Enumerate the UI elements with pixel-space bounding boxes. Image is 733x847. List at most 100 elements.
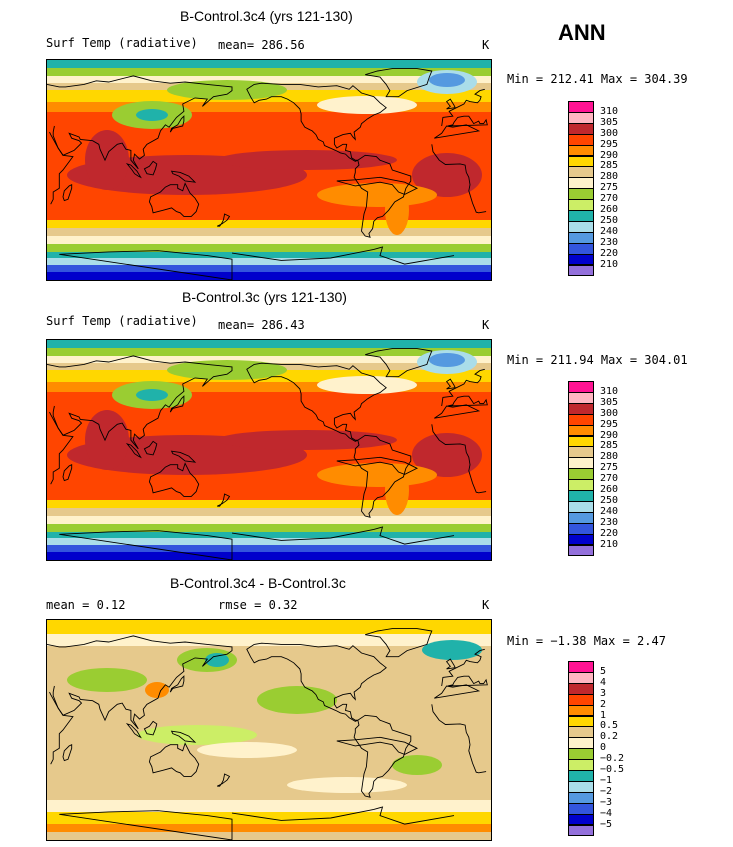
- coastline: [365, 68, 433, 98]
- coastline: [59, 246, 455, 280]
- warm-pool-core: [217, 430, 397, 450]
- panel-2-units: K: [482, 318, 490, 332]
- temperature-band: [47, 524, 491, 532]
- colorbar-tick-label: 275: [600, 182, 619, 194]
- colorbar-tick-label: 290: [600, 429, 619, 441]
- colorbar-tick-label: −1: [600, 774, 613, 786]
- temperature-band: [47, 258, 491, 265]
- coastline: [125, 723, 142, 739]
- colorbar-tick-label: 2: [600, 698, 607, 710]
- coastline: [246, 362, 387, 442]
- panel-3-map: [46, 619, 492, 841]
- coastline: [170, 730, 197, 743]
- colorbar-tick-label: 210: [600, 258, 619, 270]
- negative-patch: [205, 653, 229, 667]
- temperature-band: [47, 102, 491, 112]
- temperature-band: [47, 382, 491, 392]
- difference-band: [47, 800, 491, 812]
- panel-2-minmax: Min = 211.94 Max = 304.01: [507, 353, 688, 367]
- warm-pool-core: [412, 433, 482, 477]
- season-label: ANN: [558, 20, 606, 45]
- negative-patch: [257, 686, 337, 714]
- colorbar-tick-label: 240: [600, 225, 619, 237]
- colorbar-tick-label: 305: [600, 396, 619, 408]
- panel-3-units: K: [482, 598, 490, 612]
- colorbar-tick-label: 0.2: [600, 731, 619, 743]
- colorbar-tick-label: 230: [600, 516, 619, 528]
- coastline: [170, 450, 197, 463]
- ice-sheet: [429, 73, 465, 87]
- colorbar-tick-label: 290: [600, 149, 619, 161]
- colorbar-tick-label: 310: [600, 385, 619, 397]
- colorbar-tick-label: 300: [600, 407, 619, 419]
- panel-1-title: B-Control.3c4 (yrs 121-130): [180, 8, 353, 24]
- coastline: [336, 456, 419, 475]
- colorbar-tick-label: 0.5: [600, 720, 619, 732]
- temperature-band: [47, 68, 491, 76]
- panel-3-mean-label: mean = 0.12: [46, 598, 126, 612]
- temperature-band: [47, 228, 491, 236]
- difference-band: [47, 620, 491, 634]
- colorbar-tick-label: 270: [600, 193, 619, 205]
- coastline: [353, 714, 412, 798]
- difference-band: [47, 824, 491, 832]
- coastline: [217, 773, 231, 787]
- panel-1-map: [46, 59, 492, 281]
- coastline: [125, 163, 142, 179]
- coastline: [365, 628, 433, 658]
- colorbar-swatch: [568, 264, 594, 277]
- colorbar-tick-label: 275: [600, 462, 619, 474]
- colorbar-tick-label: 285: [600, 160, 619, 172]
- colorbar-tick-label: 250: [600, 214, 619, 226]
- polar-land: [317, 96, 417, 114]
- coastline: [59, 526, 455, 560]
- colorbar-tick-label: −4: [600, 807, 613, 819]
- temperature-band: [47, 356, 491, 363]
- coastline: [336, 736, 419, 755]
- temperature-band: [47, 508, 491, 516]
- negative-patch: [392, 755, 442, 775]
- coastline: [62, 183, 73, 202]
- temperature-band: [47, 220, 491, 228]
- negative-patch: [67, 668, 147, 692]
- temperature-band: [47, 516, 491, 524]
- colorbar-tick-label: 0: [600, 742, 607, 754]
- colorbar-tick-label: 3: [600, 687, 607, 699]
- temperature-band: [47, 265, 491, 272]
- colorbar-tick-label: 295: [600, 418, 619, 430]
- panel-1-variable-label: Surf Temp (radiative): [46, 36, 198, 50]
- temperature-band: [47, 244, 491, 252]
- negative-patch: [422, 640, 482, 660]
- temperature-band: [47, 340, 491, 348]
- near-zero-patch: [287, 777, 407, 793]
- coastline: [62, 463, 73, 482]
- colorbar-tick-label: 270: [600, 473, 619, 485]
- coastline: [169, 675, 185, 693]
- difference-band: [47, 646, 491, 660]
- map-canvas: [47, 340, 491, 560]
- colorbar-tick-label: −5: [600, 818, 613, 830]
- colorbar-tick-label: 230: [600, 236, 619, 248]
- colorbar-tick-label: 1: [600, 709, 607, 721]
- colorbar-tick-label: 280: [600, 171, 619, 183]
- panel-2-map: [46, 339, 492, 561]
- coastline: [246, 82, 387, 162]
- coastline: [170, 170, 197, 183]
- coastline: [246, 642, 387, 722]
- coastline: [125, 443, 142, 459]
- high-plateau: [136, 109, 168, 121]
- temperature-band: [47, 552, 491, 560]
- near-zero-patch: [197, 742, 297, 758]
- colorbar-tick-label: 295: [600, 138, 619, 150]
- coastline: [143, 160, 158, 176]
- warm-pool-core: [85, 410, 129, 470]
- coastline: [143, 440, 158, 456]
- negative-patch: [137, 725, 257, 745]
- colorbar-tick-label: 4: [600, 676, 607, 688]
- ice-sheet: [429, 353, 465, 367]
- high-plateau: [136, 389, 168, 401]
- polar-land: [317, 376, 417, 394]
- panel-2-title: B-Control.3c (yrs 121-130): [182, 289, 347, 305]
- coastline: [148, 742, 200, 777]
- colorbar-tick-label: 280: [600, 451, 619, 463]
